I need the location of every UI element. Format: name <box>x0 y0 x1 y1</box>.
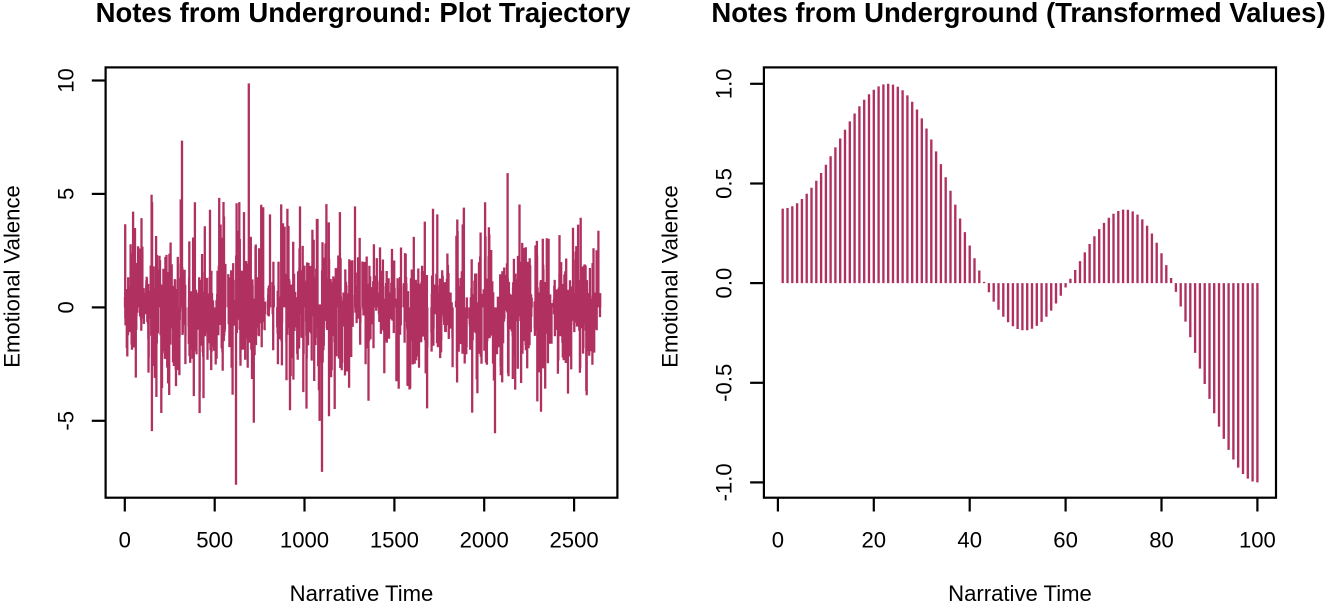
svg-text:5: 5 <box>53 188 78 200</box>
svg-text:2500: 2500 <box>550 528 599 553</box>
svg-text:80: 80 <box>1149 528 1174 553</box>
svg-text:500: 500 <box>196 528 233 553</box>
svg-text:10: 10 <box>53 68 78 93</box>
svg-text:Narrative Time: Narrative Time <box>290 581 434 605</box>
svg-text:Emotional Valence: Emotional Valence <box>658 185 683 368</box>
svg-text:0: 0 <box>53 301 78 313</box>
svg-text:-1.0: -1.0 <box>712 463 737 501</box>
svg-text:Narrative Time: Narrative Time <box>948 581 1092 605</box>
svg-text:1.0: 1.0 <box>712 68 737 99</box>
svg-text:Notes from Underground (Transf: Notes from Underground (Transformed Valu… <box>711 0 1325 28</box>
svg-text:1500: 1500 <box>370 528 419 553</box>
svg-text:-0.5: -0.5 <box>712 364 737 402</box>
svg-text:0.0: 0.0 <box>712 268 737 299</box>
svg-text:-5: -5 <box>53 411 78 431</box>
svg-text:0: 0 <box>119 528 131 553</box>
svg-text:0: 0 <box>772 528 784 553</box>
svg-text:1000: 1000 <box>280 528 329 553</box>
svg-text:2000: 2000 <box>460 528 509 553</box>
svg-text:Emotional Valence: Emotional Valence <box>0 185 24 368</box>
svg-text:40: 40 <box>957 528 982 553</box>
svg-text:20: 20 <box>862 528 887 553</box>
svg-text:100: 100 <box>1239 528 1276 553</box>
svg-text:0.5: 0.5 <box>712 168 737 199</box>
svg-text:Notes from Underground: Plot T: Notes from Underground: Plot Trajectory <box>96 0 631 28</box>
svg-text:60: 60 <box>1053 528 1078 553</box>
